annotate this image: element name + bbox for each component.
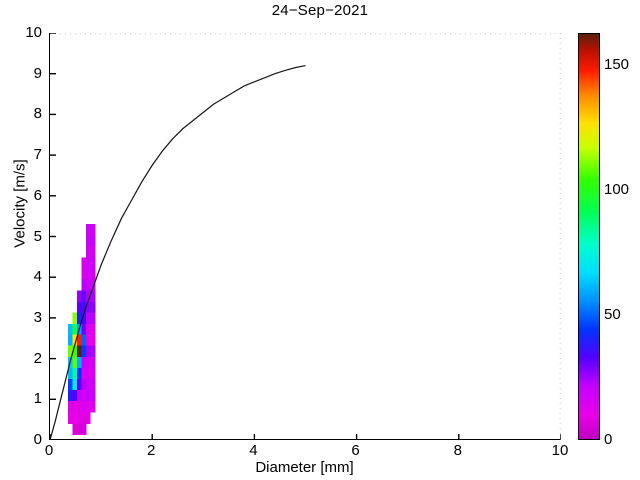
y-tick-label: 2 (33, 349, 42, 367)
x-tick-label: 6 (351, 442, 360, 459)
plot-axes (49, 33, 561, 440)
y-tick-label: 9 (33, 64, 42, 82)
colorbar-tick-label: 50 (604, 306, 621, 324)
y-tick-label: 10 (25, 24, 42, 41)
y-tick-label: 4 (33, 268, 42, 286)
x-tick-label: 4 (249, 442, 258, 459)
y-tick-label: 5 (33, 227, 42, 245)
plot-area (50, 33, 561, 440)
colorbar (578, 33, 600, 440)
histogram-cells (67, 224, 96, 435)
y-tick-label: 8 (33, 105, 42, 123)
y-tick-label: 0 (33, 431, 42, 448)
colorbar-tick-label: 0 (604, 431, 613, 448)
x-tick-label: 2 (147, 442, 156, 459)
y-tick-label: 1 (33, 390, 42, 408)
fall-velocity-curve (50, 64, 306, 440)
x-tick-label: 10 (551, 442, 569, 459)
y-tick-label: 7 (33, 146, 42, 164)
y-tick-label: 3 (33, 308, 42, 326)
x-axis-label: Diameter [mm] (255, 459, 354, 476)
colorbar-tick-label: 150 (604, 56, 630, 74)
y-tick-label: 6 (33, 186, 42, 204)
x-tick-label: 8 (453, 442, 462, 459)
x-tick-label: 0 (44, 442, 54, 459)
plot-title: 24−Sep−2021 (271, 2, 369, 19)
colorbar-tick-label: 100 (604, 181, 630, 199)
